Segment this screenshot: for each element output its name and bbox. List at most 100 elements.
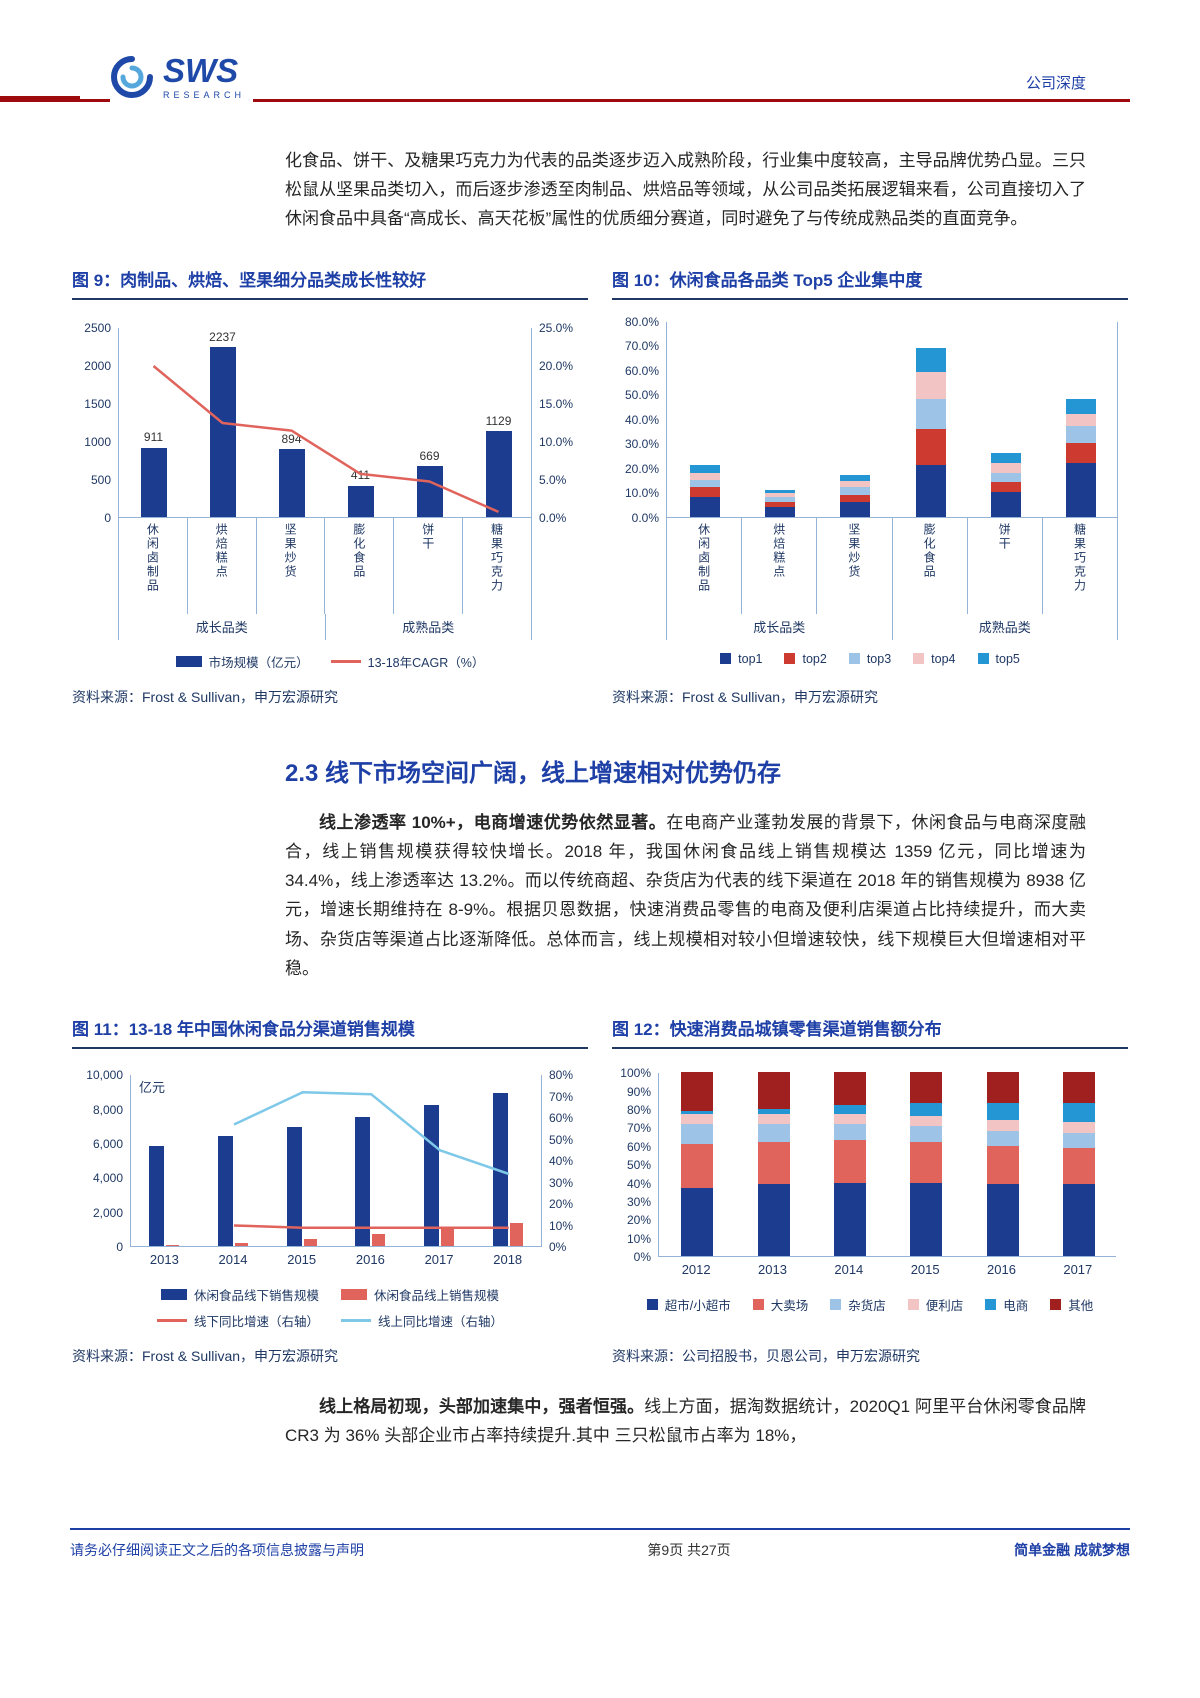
x-label: 2012 bbox=[681, 1262, 711, 1278]
category-label: 烘焙糕点 bbox=[214, 522, 229, 579]
stack-segment bbox=[1062, 1147, 1095, 1185]
plot-area: 亿元 bbox=[130, 1075, 542, 1248]
stack-segment bbox=[986, 1072, 1019, 1104]
stack-segment bbox=[681, 1110, 714, 1115]
axis-tick-label: 0% bbox=[549, 1240, 567, 1255]
legend-item: top4 bbox=[913, 652, 956, 666]
axis-tick-label: 30% bbox=[626, 1194, 651, 1209]
figure11-chart: 0 2,000 4,000 6,000 8,000 10,000 0% 10% 20% 30% 40… bbox=[72, 1061, 588, 1275]
legend-label: top5 bbox=[995, 651, 1020, 666]
bar bbox=[416, 465, 443, 517]
category-cell: 膨化食品 bbox=[324, 517, 393, 614]
stack-segment bbox=[757, 1184, 790, 1257]
bar bbox=[355, 1117, 371, 1247]
figure-row-1: 图 9：肉制品、烘焙、坚果细分品类成长性较好 0 500 1000 1500 2000 2… bbox=[72, 266, 1128, 707]
figure-12: 图 12：快速消费品城镇零售渠道销售额分布 0% 10% 20% 30% 40% 50% 6… bbox=[612, 1015, 1128, 1366]
stack-segment bbox=[991, 462, 1021, 473]
category-label: 休闲卤制品 bbox=[145, 522, 160, 593]
legend-item: top1 bbox=[720, 652, 762, 666]
legend-sq-swatch bbox=[830, 1299, 842, 1311]
legend-sq-swatch bbox=[977, 653, 989, 665]
axis-tick-label: 10.0% bbox=[539, 434, 574, 449]
axis-tick-label: 60% bbox=[626, 1139, 651, 1154]
figure10-legend: top1 top2 top3 top4 top5 bbox=[612, 652, 1128, 666]
legend-label: top2 bbox=[802, 651, 827, 666]
stack-segment bbox=[915, 428, 946, 466]
legend-rect-swatch bbox=[160, 1289, 187, 1301]
stack-segment bbox=[915, 399, 946, 429]
legend-rect-swatch bbox=[341, 1289, 367, 1301]
bar bbox=[372, 1234, 386, 1247]
axis-tick-label: 100% bbox=[620, 1066, 651, 1081]
axis-tick-label: 40% bbox=[626, 1176, 651, 1191]
stack-segment bbox=[1062, 1103, 1095, 1122]
legend-line-swatch bbox=[156, 1319, 187, 1323]
axis-tick-label: 50% bbox=[549, 1132, 574, 1147]
paragraph-intro: 化食品、饼干、及糖果巧克力为代表的品类逐步迈入成熟阶段，行业集中度较高，主导品牌… bbox=[285, 151, 1086, 229]
category-label: 糖果巧克力 bbox=[489, 522, 504, 593]
x-label: 2017 bbox=[1063, 1262, 1093, 1278]
stack-segment bbox=[681, 1123, 714, 1144]
category-cell: 烘焙糕点 bbox=[186, 517, 256, 614]
axis-tick-label: 60.0% bbox=[624, 363, 659, 378]
legend-line-swatch bbox=[330, 659, 361, 663]
category-cell: 坚果炒货 bbox=[816, 517, 891, 614]
stack-segment bbox=[681, 1114, 714, 1124]
stack-segment bbox=[833, 1182, 866, 1257]
legend-item: 杂货店 bbox=[830, 1295, 886, 1314]
stack-segment bbox=[1062, 1184, 1095, 1257]
axis-tick-label: 80% bbox=[626, 1102, 651, 1117]
axis-tick-label: 15.0% bbox=[539, 396, 574, 411]
category-cell: 烘焙糕点 bbox=[741, 517, 816, 614]
bar bbox=[209, 346, 236, 517]
figure11-source: 资料来源：Frost & Sullivan，申万宏源研究 bbox=[72, 1348, 339, 1365]
axis-tick-label: 20.0% bbox=[539, 358, 574, 373]
bar bbox=[149, 1146, 165, 1247]
bar bbox=[218, 1136, 233, 1247]
stack-segment bbox=[915, 465, 946, 517]
sws-logo: SWS RESEARCH bbox=[110, 54, 254, 102]
legend-label: 大卖场 bbox=[770, 1299, 809, 1314]
axis-tick-label: 0.0% bbox=[539, 510, 567, 525]
figure12-source: 资料来源：公司招股书，贝恩公司，申万宏源研究 bbox=[612, 1348, 920, 1365]
bar-value-label: 911 bbox=[143, 430, 164, 445]
figure-9: 图 9：肉制品、烘焙、坚果细分品类成长性较好 0 500 1000 1500 2000 2… bbox=[72, 266, 588, 707]
stack-segment bbox=[991, 492, 1021, 517]
paragraph-landscape-lead: 线上格局初现，头部加速集中，强者恒强。 bbox=[319, 1397, 645, 1417]
legend-label: 线上同比增速（右轴） bbox=[378, 1315, 504, 1330]
plot-area bbox=[666, 321, 1118, 518]
stack-segment bbox=[833, 1105, 866, 1115]
stack-segment bbox=[833, 1114, 866, 1124]
legend-item: 超市/小超市 bbox=[646, 1295, 731, 1314]
category-cell: 糖果巧克力 bbox=[1041, 517, 1119, 614]
stack-segment bbox=[681, 1188, 714, 1257]
stack-segment bbox=[765, 489, 795, 494]
legend-item: 其他 bbox=[1050, 1295, 1093, 1314]
stack-segment bbox=[840, 502, 871, 517]
stack-segment bbox=[991, 453, 1021, 463]
stack-segment bbox=[765, 497, 795, 503]
group-cell: 成长品类 bbox=[118, 613, 325, 640]
logo-text-block: SWS RESEARCH bbox=[163, 54, 245, 100]
stack-segment bbox=[757, 1142, 790, 1185]
category-cell: 膨化食品 bbox=[891, 517, 967, 614]
footer-disclaimer: 请务必仔细阅读正文之后的各项信息披露与声明 bbox=[70, 1542, 364, 1558]
stack-segment bbox=[840, 475, 871, 482]
bar bbox=[441, 1228, 454, 1247]
category-label-row: 休闲卤制品 烘焙糕点 坚果炒货 膨化食品 饼干 糖果巧克力 bbox=[666, 517, 1119, 614]
axis-tick-label: 500 bbox=[90, 472, 111, 487]
stack-segment bbox=[910, 1116, 943, 1126]
figure9-chart: 0 500 1000 1500 2000 2500 0.0% 5.0% 10.0% 15.0% 20… bbox=[72, 312, 588, 642]
bar bbox=[509, 1222, 523, 1247]
bar bbox=[286, 1127, 302, 1247]
stack-segment bbox=[840, 494, 871, 503]
stack-segment bbox=[910, 1103, 943, 1117]
legend-label: 超市/小超市 bbox=[664, 1299, 731, 1314]
axis-tick-label: 70% bbox=[549, 1089, 574, 1104]
category-label: 烘焙糕点 bbox=[771, 522, 786, 579]
stack-segment bbox=[986, 1145, 1019, 1185]
legend-item: 电商 bbox=[985, 1295, 1028, 1314]
stack-segment bbox=[765, 493, 795, 498]
stack-segment bbox=[986, 1131, 1019, 1146]
legend-sq-swatch bbox=[1050, 1299, 1062, 1311]
